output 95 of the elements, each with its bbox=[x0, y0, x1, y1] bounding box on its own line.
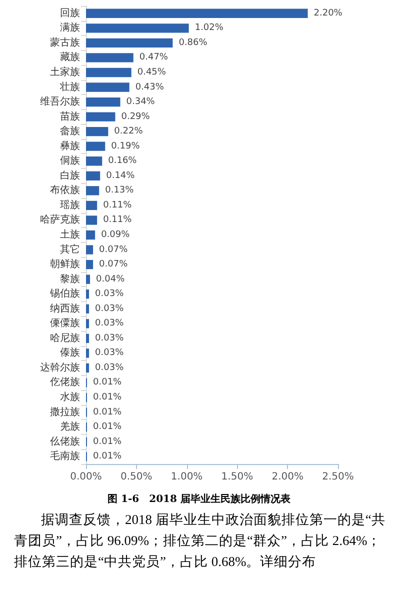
y-tick-label: 壮族 bbox=[59, 80, 80, 93]
bar bbox=[86, 24, 189, 33]
data-label: 0.45% bbox=[137, 67, 166, 78]
data-label: 0.04% bbox=[96, 274, 126, 284]
data-label: 0.07% bbox=[99, 244, 128, 255]
bar bbox=[86, 127, 108, 136]
bar bbox=[86, 290, 90, 299]
y-tick-label: 满族 bbox=[60, 22, 80, 34]
bar bbox=[86, 230, 96, 240]
data-label: 2.20% bbox=[314, 8, 343, 18]
data-label: 0.03% bbox=[95, 318, 124, 329]
y-tick-label: 毛南族 bbox=[50, 450, 80, 462]
bar bbox=[86, 156, 102, 166]
bar bbox=[86, 200, 98, 210]
data-label: 0.01% bbox=[93, 422, 122, 432]
y-tick-label: 撒拉族 bbox=[50, 406, 80, 418]
y-tick-label: 哈尼族 bbox=[50, 332, 80, 344]
y-tick-label: 布依族 bbox=[50, 184, 80, 196]
text: 据调查反馈，2018 届毕业生中政治面貌排位第一的是“共青团员”，占比 96.09%；排位第二的是“群众”，占比 2.64%；排位第三的是“中共党员”，占比 0.68%。详细分布 bbox=[13, 511, 386, 571]
data-label: 0.03% bbox=[95, 348, 124, 358]
bar bbox=[86, 260, 94, 270]
y-tick-label: 锡伯族 bbox=[49, 288, 80, 300]
y-tick-label: 土族 bbox=[60, 228, 80, 240]
y-tick-label: 仫佬族 bbox=[49, 435, 80, 448]
y-tick-label: 其它 bbox=[60, 243, 80, 256]
data-label: 0.22% bbox=[114, 126, 144, 137]
y-tick-label: 维吾尔族 bbox=[40, 96, 80, 108]
y-tick-label: 达斡尔族 bbox=[40, 361, 80, 374]
y-tick-label: 瑶族 bbox=[60, 198, 80, 211]
data-label: 0.29% bbox=[121, 112, 150, 122]
data-label: 0.03% bbox=[95, 304, 124, 314]
bar bbox=[86, 53, 134, 62]
data-label: 0.86% bbox=[178, 38, 208, 48]
bar bbox=[86, 245, 94, 254]
data-label: 0.09% bbox=[101, 230, 130, 240]
x-tick-label: 2.50% bbox=[322, 472, 354, 482]
data-label: 0.43% bbox=[135, 82, 164, 92]
x-tick-label: 1.00% bbox=[170, 472, 203, 482]
bar bbox=[86, 38, 173, 48]
data-label: 0.03% bbox=[95, 362, 124, 373]
y-tick-label: 彝族 bbox=[60, 140, 80, 152]
bar bbox=[86, 112, 116, 122]
bar bbox=[86, 8, 308, 18]
y-tick-label: 羌族 bbox=[60, 420, 80, 433]
data-label: 0.47% bbox=[139, 52, 168, 63]
bar bbox=[86, 142, 106, 151]
bar bbox=[86, 97, 120, 107]
bar bbox=[86, 334, 90, 343]
bar bbox=[86, 216, 98, 225]
y-tick-label: 侗族 bbox=[60, 154, 80, 167]
data-label: 0.01% bbox=[93, 378, 122, 388]
x-tick-label: 1.50% bbox=[221, 472, 254, 482]
data-label: 0.03% bbox=[95, 289, 124, 300]
y-tick-label: 回族 bbox=[60, 6, 80, 19]
y-tick-label: 水族 bbox=[60, 391, 80, 404]
data-label: 0.01% bbox=[93, 392, 122, 403]
x-tick-label: 2.00% bbox=[272, 472, 304, 482]
x-tick-label: 0.50% bbox=[120, 472, 152, 482]
y-tick-label: 蒙古族 bbox=[50, 36, 80, 48]
data-label: 0.13% bbox=[105, 186, 134, 196]
bar bbox=[86, 82, 130, 92]
bar bbox=[86, 348, 90, 358]
y-tick-label: 苗族 bbox=[60, 110, 80, 122]
data-label: 0.16% bbox=[108, 156, 138, 166]
x-tick-label: 0.00% bbox=[70, 472, 102, 482]
bar bbox=[86, 186, 100, 196]
y-tick-label: 白族 bbox=[60, 169, 80, 182]
y-tick-label: 哈萨克族 bbox=[40, 214, 80, 226]
y-tick-label: 纳西族 bbox=[50, 302, 80, 314]
data-label: 1.02% bbox=[194, 23, 224, 34]
y-tick-label: 藏族 bbox=[60, 51, 80, 64]
y-tick-label: 傈僳族 bbox=[50, 317, 80, 330]
data-label: 0.01% bbox=[93, 407, 122, 418]
y-tick-label: 仡佬族 bbox=[50, 376, 80, 388]
data-label: 0.01% bbox=[93, 452, 122, 462]
text: 图 1-6 2018 届毕业生民族比例情况表 bbox=[106, 492, 292, 506]
bar bbox=[86, 304, 90, 314]
y-tick-label: 傣族 bbox=[60, 346, 80, 359]
y-tick-label: 朝鲜族 bbox=[50, 258, 80, 270]
bar bbox=[86, 274, 90, 284]
data-label: 0.19% bbox=[111, 141, 140, 152]
data-label: 0.07% bbox=[99, 260, 128, 270]
y-tick-label: 土家族 bbox=[50, 66, 80, 78]
y-tick-label: 黎族 bbox=[60, 272, 80, 285]
bar bbox=[86, 319, 90, 328]
bar bbox=[86, 363, 90, 373]
y-tick-label: 畲族 bbox=[60, 125, 80, 138]
data-label: 0.11% bbox=[103, 215, 132, 226]
bar bbox=[86, 171, 100, 180]
data-label: 0.14% bbox=[106, 170, 136, 181]
data-label: 0.34% bbox=[126, 97, 156, 108]
bar bbox=[86, 68, 132, 78]
data-label: 0.03% bbox=[95, 333, 124, 344]
data-label: 0.01% bbox=[93, 436, 122, 447]
data-label: 0.11% bbox=[103, 200, 132, 210]
